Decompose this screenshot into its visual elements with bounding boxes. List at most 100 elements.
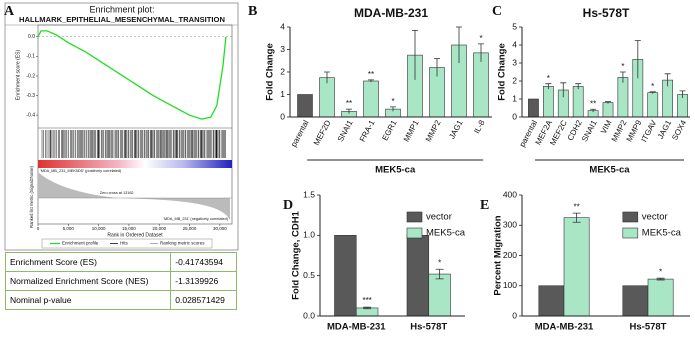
panel-letter: E bbox=[480, 198, 489, 213]
y-tick-label: 100 bbox=[503, 280, 517, 290]
y-tick-label: 2 bbox=[280, 66, 285, 76]
legend-label: vector bbox=[642, 212, 668, 223]
y-tick-label: 1.0 bbox=[303, 230, 315, 240]
legend-label: Ranking metric scores bbox=[160, 241, 205, 246]
bar bbox=[572, 86, 584, 118]
y-tick-label: -0.2 bbox=[26, 73, 35, 79]
bar bbox=[622, 285, 649, 317]
significance: ** bbox=[590, 99, 596, 108]
y-tick-label: 400 bbox=[503, 189, 517, 199]
x-tick-label: IL-8 bbox=[472, 118, 487, 135]
y-tick-label: -0.1 bbox=[26, 54, 35, 60]
plot-frame bbox=[37, 24, 233, 225]
error-bar bbox=[605, 101, 611, 104]
error-bar bbox=[412, 29, 418, 80]
chart-title: Enrichment plot: bbox=[89, 4, 154, 14]
x-tick-label: MMP2 bbox=[424, 118, 443, 143]
chart-subtitle: HALLMARK_EPITHELIAL_MESENCHYMAL_TRANSITI… bbox=[19, 15, 225, 24]
error-bar bbox=[478, 43, 484, 62]
significance: * bbox=[391, 97, 394, 106]
error-bar bbox=[649, 91, 656, 94]
y-tick-label: 1 bbox=[280, 89, 285, 99]
error-bar bbox=[456, 26, 462, 63]
y-tick-label: 0 bbox=[512, 310, 517, 320]
table-cell: 0.028571429 bbox=[170, 290, 237, 310]
significance: *** bbox=[362, 296, 371, 305]
significance: * bbox=[651, 82, 654, 91]
panel-letter: A bbox=[4, 4, 15, 19]
bar bbox=[428, 273, 451, 317]
x-tick-label: FRA-1 bbox=[358, 118, 377, 143]
y-tick-label: 0.0 bbox=[303, 310, 315, 320]
table-cell: -0.41743594 bbox=[170, 252, 237, 272]
panel-letter: B bbox=[248, 4, 257, 19]
y-tick-label: 1 bbox=[512, 93, 517, 103]
bar bbox=[473, 52, 489, 118]
chart-title: MDA-MB-231 bbox=[354, 6, 428, 20]
annotation: 'MDA_MB_231' (negatively correlated) bbox=[163, 217, 228, 221]
y-tick-label: 0 bbox=[280, 111, 285, 121]
table-cell: Nominal p-value bbox=[4, 290, 172, 310]
table-cell: Normalized Enrichment Score (NES) bbox=[4, 271, 172, 291]
x-tick-label: EGR1 bbox=[380, 118, 398, 142]
x-tick-label: 0 bbox=[37, 226, 40, 231]
y-tick-label: 3 bbox=[512, 57, 517, 67]
bar bbox=[363, 80, 379, 118]
y-axis-label: Fold Change bbox=[497, 43, 508, 101]
x-tick-label: VIM bbox=[599, 118, 614, 135]
legend-swatch bbox=[406, 211, 423, 223]
bar bbox=[538, 285, 565, 317]
table-cell: -1.3139926 bbox=[170, 271, 237, 291]
chart-title: Hs-578T bbox=[583, 6, 630, 20]
bar bbox=[319, 77, 335, 118]
error-bar bbox=[346, 108, 352, 114]
bar bbox=[406, 235, 430, 317]
error-bar bbox=[664, 73, 671, 87]
lower-y-label: Ranked list metric (Signal2Noise) bbox=[29, 165, 34, 228]
error-bar bbox=[545, 83, 552, 90]
x-tick-label: 15,000 bbox=[122, 226, 136, 231]
annotation: Zero cross at 13162 bbox=[100, 191, 134, 195]
error-bar bbox=[656, 277, 665, 281]
error-bar bbox=[435, 268, 444, 280]
significance: * bbox=[659, 267, 662, 276]
bar bbox=[297, 94, 313, 118]
y-tick-label: 0.5 bbox=[303, 270, 315, 280]
x-tick-label: MDA-MB-231 bbox=[535, 322, 594, 333]
legend-label: MEK5-ca bbox=[642, 228, 682, 239]
error-bar bbox=[390, 106, 396, 112]
table-row: Nominal p-value 0.028571429 bbox=[4, 290, 237, 310]
legend-swatch bbox=[622, 211, 639, 223]
y-tick-label: 3 bbox=[280, 44, 285, 54]
significance: * bbox=[621, 62, 624, 71]
y-tick-label: 300 bbox=[503, 220, 517, 230]
y-tick-label: -0.4 bbox=[26, 113, 35, 119]
y-tick-label: 1.5 bbox=[303, 189, 315, 199]
table-cell: Enrichment Score (ES) bbox=[4, 252, 172, 272]
x-tick-label: Hs-578T bbox=[630, 322, 667, 333]
group-label: MEK5-ca bbox=[375, 165, 416, 176]
y-tick-label: 4 bbox=[280, 21, 285, 31]
annotation: 'MDA_MB_231_MEK5DD' (positively correlat… bbox=[40, 169, 122, 173]
error-bar bbox=[634, 40, 641, 79]
legend-label: MEK5-ca bbox=[426, 228, 466, 239]
y-axis-label: Fold Change bbox=[265, 43, 276, 101]
error-bar bbox=[363, 306, 372, 310]
legend-swatch bbox=[622, 227, 639, 239]
y-axis-label: Enrichment score (ES) bbox=[15, 50, 21, 101]
x-tick-label: 10,000 bbox=[92, 226, 106, 231]
ranked-metric bbox=[38, 172, 230, 220]
x-tick-label: 20,000 bbox=[152, 226, 166, 231]
y-tick-label: 4 bbox=[512, 39, 517, 49]
x-tick-label: JAG1 bbox=[447, 118, 465, 140]
y-axis-label: Percent Migration bbox=[493, 215, 504, 295]
bar bbox=[355, 307, 379, 317]
legend-label: Hits bbox=[120, 241, 128, 246]
table-row: Enrichment Score (ES) -0.41743594 bbox=[4, 252, 237, 272]
bar bbox=[563, 217, 590, 317]
x-tick-label: MEF2D bbox=[312, 119, 333, 147]
x-tick-label: MDA-MB-231 bbox=[327, 322, 386, 333]
error-bar bbox=[575, 83, 582, 90]
x-tick-label: 25,000 bbox=[183, 226, 197, 231]
